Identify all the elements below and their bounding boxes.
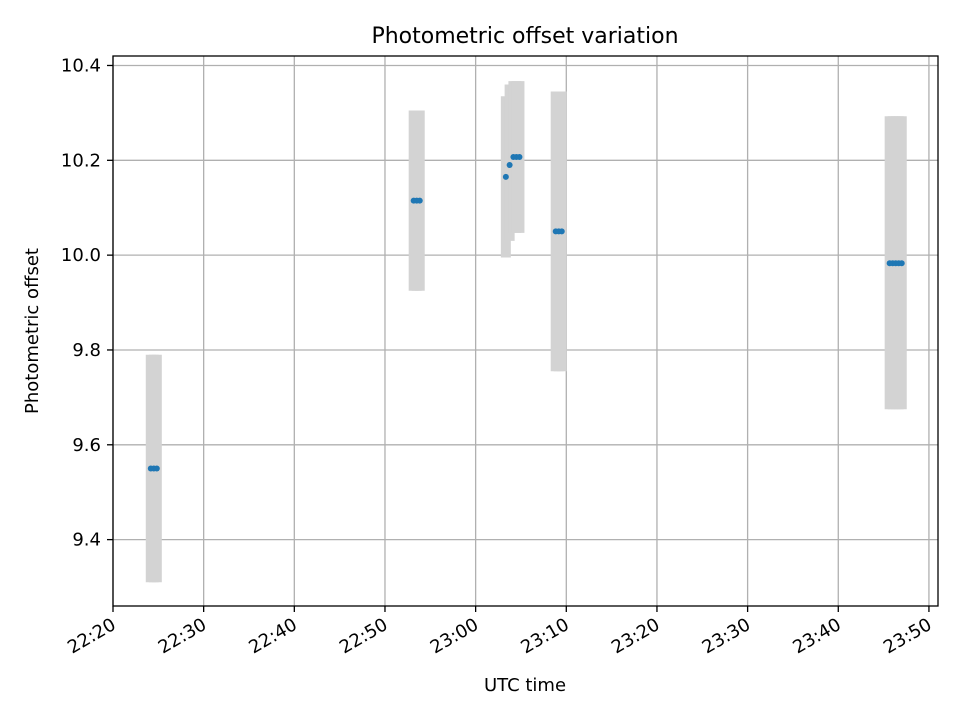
data-point bbox=[153, 465, 160, 472]
data-point bbox=[516, 153, 523, 160]
y-tick-label: 10.0 bbox=[61, 245, 101, 266]
x-axis-label: UTC time bbox=[484, 675, 566, 696]
data-point bbox=[506, 162, 513, 169]
y-tick-label: 10.4 bbox=[61, 55, 101, 76]
data-point bbox=[558, 228, 565, 235]
y-tick-label: 9.8 bbox=[72, 340, 101, 361]
y-tick-label: 9.4 bbox=[72, 530, 101, 551]
data-point bbox=[416, 197, 423, 204]
point-layer bbox=[147, 153, 905, 472]
y-axis-label: Photometric offset bbox=[22, 248, 43, 414]
y-tick-label: 9.6 bbox=[72, 435, 101, 456]
y-tick-label: 10.2 bbox=[61, 150, 101, 171]
data-point bbox=[898, 260, 905, 267]
plot-frame bbox=[112, 55, 939, 607]
data-point bbox=[502, 173, 509, 180]
chart-title: Photometric offset variation bbox=[371, 24, 678, 49]
